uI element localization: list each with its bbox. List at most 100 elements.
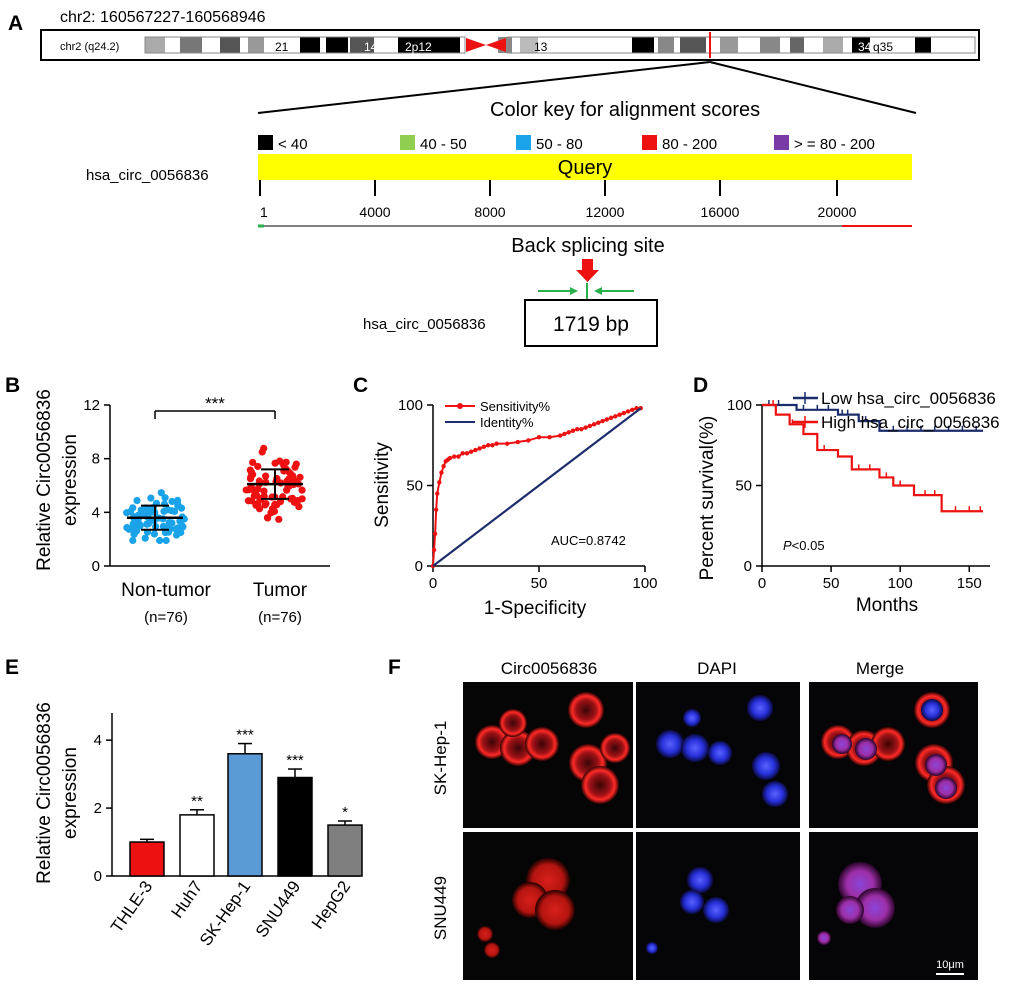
c-point [566,430,571,435]
ideogram-band [180,37,202,53]
legend-label-4: > = 80 - 200 [794,136,875,153]
c-xlabel: 1-Specificity [484,598,587,619]
b-point [179,523,187,531]
c-xtick-label-0: 0 [429,575,437,592]
sk-merge-cells [821,692,965,804]
c-point [473,447,478,453]
ideogram-outline-right [506,36,976,54]
panel-f-letter: F [388,656,401,679]
c-auc: AUC=0.8742 [551,533,626,548]
panel-f: F Circ0056836 DAPI Merge SK-Hep-1 SK-Hep… [388,656,978,980]
f-col-header-2: Merge [856,659,904,678]
panel-e-chart: E Relative Circ0056836 expression 0 2 4 TH… [5,656,363,949]
e-sig-2: *** [236,727,254,744]
e-bar-0 [129,841,165,877]
d-legend: Low hsa_circ_0056836 High hsa_circ_00568… [793,389,1000,432]
legend-label-0: < 40 [278,136,308,153]
length-box [524,299,658,347]
d-xtick-label-1: 50 [823,575,840,592]
panel-d-chart: D Percent survival(%) Months 0 50 100 0 50 10… [693,374,1000,616]
ideogram-band [823,37,843,53]
b-point [144,520,153,528]
c-ytick-label-0: 0 [415,558,423,575]
b-point [282,458,290,466]
b-point [141,534,149,542]
d-pvalue-value: <0.05 [792,538,825,553]
b-ytick-label-0: 0 [92,558,100,575]
e-ylabel-2: expression [60,747,81,839]
d-ytick-label-2: 100 [727,397,752,414]
c-point [481,444,487,450]
b-point [275,515,283,523]
b-point [283,486,291,494]
band-q35: q35 [873,40,893,54]
tick-label-5: 20000 [818,204,857,220]
ideogram-band [680,37,706,53]
b-point [174,500,182,508]
b-ylabel-1: Relative Circ0056836 [34,389,55,571]
panel-b-letter: B [5,374,20,397]
c-point [625,409,631,414]
scalebar-label: 10μm [936,959,964,971]
c-xtick-label-1: 50 [531,575,548,592]
b-ytick-label-3: 12 [83,397,100,414]
legend-label-2: 50 - 80 [536,136,583,153]
c-point [464,451,470,456]
primer-arrows-icon [538,283,634,300]
ideogram-band [632,37,654,53]
c-xtick-label-2: 100 [632,575,657,592]
e-cat-label-3: SNU449 [252,877,304,941]
b-point [164,506,172,514]
b-point [270,507,279,515]
d-xtick-label-3: 150 [957,575,982,592]
ideogram-band [220,37,240,53]
legend-swatch-0 [258,135,273,150]
centromere-icon [466,38,486,52]
snu-dapi-nuclei [646,867,729,954]
b-ylabel-2: expression [60,434,81,526]
c-point [468,449,474,454]
scalebar: 10μm [936,959,964,975]
b-point [249,458,257,467]
b-point [258,448,266,456]
c-point [579,426,584,432]
d-pvalue: P<0.05 [783,538,825,553]
ideogram-band [520,37,538,53]
ideogram-band [658,37,674,53]
position-ticks: 1 4000 8000 12000 16000 20000 [259,180,857,220]
panel-c-chart: C Sensitivity 1-Specificity 0 50 100 0 50 100… [353,374,658,619]
c-point [460,451,465,456]
c-ylabel: Sensitivity [372,442,393,528]
d-legend-1: High hsa_circ_0056836 [821,413,1000,432]
tick-label-4: 16000 [701,204,740,220]
c-legend: Sensitivity% Identity% [445,399,551,430]
b-significance: *** [205,394,225,413]
c-point [608,415,614,421]
c-point [583,425,588,430]
b-point [165,519,173,527]
c-point [447,455,453,461]
tick-label-1: 4000 [359,204,390,220]
b-point [161,494,169,502]
b-point [156,536,164,545]
c-point [485,443,491,448]
d-xtick-label-2: 100 [888,575,913,592]
c-series-line-1 [432,407,642,567]
band-34: 34 [858,40,872,54]
c-point [621,410,626,416]
ideogram-band [145,37,165,53]
b-point [292,460,300,468]
e-sig-4: * [342,804,348,821]
b-point [254,462,262,471]
d-ytick-label-0: 0 [744,558,752,575]
length-label: 1719 bp [553,313,629,336]
panel-e-letter: E [5,656,19,679]
chromosome-label: chr2 (q24.2) [60,41,119,53]
c-point [562,431,567,437]
band-2p12: 2p12 [405,40,432,54]
e-sig-1: ** [191,793,203,810]
sk-dapi-nuclei [656,695,788,807]
c-ytick-label-2: 100 [398,397,423,414]
c-point [456,454,461,459]
sk-circ-cells [475,692,630,804]
